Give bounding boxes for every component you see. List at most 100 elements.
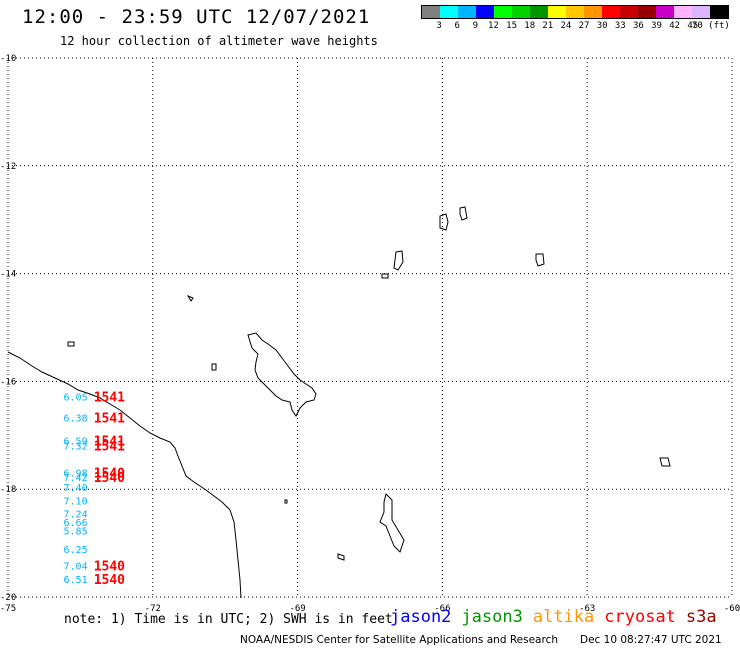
island-b <box>459 206 468 221</box>
legend-tick-label: 18 <box>524 21 536 31</box>
legend-tick-label: 70 (ft) <box>691 21 730 31</box>
legend-swatch <box>548 6 566 18</box>
legend-swatch <box>638 6 656 18</box>
legend-swatch <box>620 6 638 18</box>
legend-swatch <box>458 6 476 18</box>
legend-swatch <box>494 6 512 18</box>
island-g <box>67 341 75 347</box>
latitude-label: -16 <box>0 377 16 387</box>
legend-swatch <box>692 6 710 18</box>
island-k <box>337 553 345 561</box>
longitude-label: -63 <box>579 604 595 614</box>
time-value: 1541 <box>94 435 125 450</box>
swh-value: 7.32 <box>64 442 88 453</box>
time-value: 1540 <box>94 560 125 575</box>
satellite-name: altika <box>532 607 595 627</box>
swh-value: 6.59 <box>64 437 88 448</box>
swh-value: 7.42 <box>64 473 88 484</box>
swh-value: 6.98 <box>64 468 88 479</box>
longitude-label: -69 <box>289 604 305 614</box>
legend-tick-label: 9 <box>472 21 479 31</box>
legend-swatch <box>710 6 728 18</box>
page-subtitle: 12 hour collection of altimeter wave hei… <box>60 34 378 48</box>
legend-swatch <box>530 6 548 18</box>
legend-swatch <box>512 6 530 18</box>
south-america-coastline <box>7 351 242 599</box>
legend-swatch <box>602 6 620 18</box>
satellite-legend: jason2 jason3 altika cryosat s3a <box>390 607 727 627</box>
legend-tick-label: 12 <box>488 21 499 31</box>
satellite-name: jason2 <box>390 607 452 627</box>
time-value: 1541 <box>94 390 125 405</box>
legend-swatch <box>674 6 692 18</box>
island-c <box>393 250 404 271</box>
longitude-label: -60 <box>724 604 740 614</box>
island-f <box>186 294 194 302</box>
swh-value: 7.40 <box>64 483 88 494</box>
swh-value: 6.66 <box>64 518 88 529</box>
latitude-label: -10 <box>0 54 16 64</box>
axis-labels: -10 -12 -14 -16 -18 -20-75 -72 -69 -66 -63 -60 <box>0 54 740 614</box>
satellite-name: jason3 <box>461 607 523 627</box>
legend-tick-label: 30 <box>596 21 608 31</box>
legend-swatch <box>422 6 440 18</box>
swh-value: 6.25 <box>64 545 88 556</box>
legend-tick-label: 39 <box>651 21 662 31</box>
coastline <box>7 206 671 599</box>
legend-swatches <box>421 5 729 19</box>
legend-swatch <box>440 6 458 18</box>
graticule <box>7 57 733 598</box>
longitude-label: -66 <box>434 604 450 614</box>
swh-value: 6.05 <box>64 392 88 403</box>
legend-tick-label: 24 <box>560 21 572 31</box>
swh-value: 6.38 <box>64 414 88 425</box>
legend-ticks: 3 6 9 12 15 18 21 24 27 30 33 36 39 42 45 70 (ft) <box>421 19 729 33</box>
island-j <box>379 493 405 553</box>
time-value: 1540 <box>94 471 125 486</box>
legend-tick-label: 33 <box>614 21 626 31</box>
latitude-label: -12 <box>0 162 16 172</box>
color-legend: 3 6 9 12 15 18 21 24 27 30 33 36 39 42 45 70 (ft) <box>421 5 730 35</box>
legend-tick-label: 27 <box>578 21 590 31</box>
longitude-label: -72 <box>145 604 161 614</box>
swh-value: 7.10 <box>64 497 88 508</box>
footer-timestamp: Dec 10 08:27:47 UTC 2021 <box>580 634 722 646</box>
legend-tick-label: 42 <box>669 21 681 31</box>
island-h <box>211 363 217 371</box>
footer-credit: NOAA/NESDIS Center for Satellite Applica… <box>240 634 558 646</box>
time-value: 1540 <box>94 466 125 481</box>
latitude-label: -18 <box>0 485 16 495</box>
legend-tick-label: 6 <box>454 21 460 31</box>
time-value: 1540 <box>94 573 125 588</box>
satellite-name: cryosat <box>604 607 676 627</box>
legend-tick-label: 36 <box>632 21 644 31</box>
swh-value: 7.24 <box>64 509 88 520</box>
legend-swatch <box>476 6 494 18</box>
legend-tick-label: 45 <box>687 21 699 31</box>
legend-tick-label: 15 <box>506 21 517 31</box>
legend-tick-label: 21 <box>542 21 554 31</box>
satellite-name: s3a <box>685 607 717 627</box>
longitude-label: -75 <box>0 604 16 614</box>
latitude-label: -14 <box>0 270 16 280</box>
time-value: 1541 <box>94 412 125 427</box>
island-e <box>381 273 389 279</box>
legend-swatch <box>656 6 674 18</box>
latitude-label: -20 <box>0 593 16 603</box>
island-l <box>284 499 288 504</box>
page-title: 12:00 - 23:59 UTC 12/07/2021 <box>22 6 371 28</box>
swh-value: 6.51 <box>64 575 88 586</box>
island-lake-titicaca <box>247 332 317 417</box>
legend-swatch <box>566 6 584 18</box>
legend-tick-label: 3 <box>436 21 442 31</box>
legend-swatch <box>584 6 602 18</box>
swh-value: 7.04 <box>64 562 88 573</box>
footer-note: note: 1) Time is in UTC; 2) SWH is in fe… <box>64 612 393 627</box>
island-d <box>535 253 545 267</box>
time-value: 1541 <box>94 440 125 455</box>
island-a <box>439 213 449 231</box>
observations: 6.05 6.38 6.597.32 6.987.427.40 7.107.246.66… <box>64 390 126 588</box>
island-i <box>659 457 671 467</box>
swh-value: 5.85 <box>64 527 88 538</box>
